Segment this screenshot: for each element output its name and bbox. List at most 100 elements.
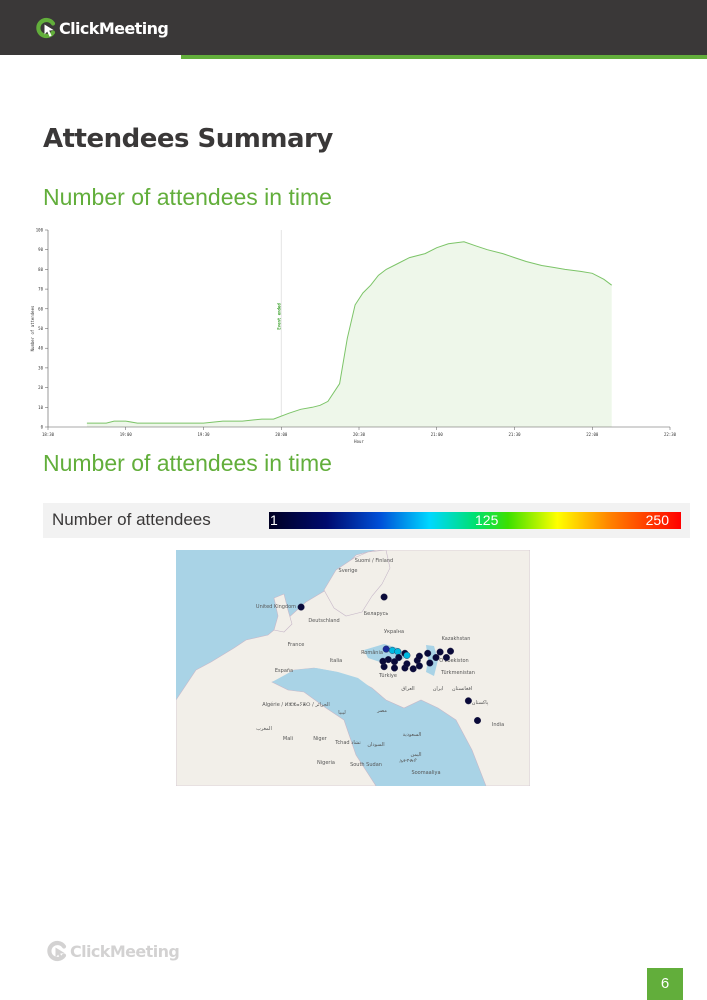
header-bar: ClickMeeting [0,0,707,55]
page-title: Attendees Summary [43,124,333,154]
clickmeeting-logo-icon [36,17,56,39]
x-tick-label: 22:30 [664,432,677,437]
map-country-label: Sverige [339,568,358,574]
footer-logo: ClickMeeting [47,940,180,962]
map-country-label: المغرب [256,726,272,732]
attendee-location-marker[interactable] [447,647,455,655]
map-country-label: España [275,668,293,674]
section-title-timeline: Number of attendees in time [43,184,332,210]
attendee-location-marker[interactable] [464,697,472,705]
map-country-label: السعودية [403,732,422,738]
map-country-label: ایران [433,686,444,692]
map-country-label: Niger [313,736,327,742]
scale-mid-label: 125 [475,512,499,528]
x-tick-label: 21:00 [431,432,444,437]
attendee-location-marker[interactable] [382,645,390,653]
attendee-location-marker[interactable] [390,664,398,672]
y-tick-label: 20 [38,385,43,390]
x-tick-label: 22:00 [586,432,599,437]
y-tick-label: 40 [38,346,43,351]
header-accent-stripe [181,55,707,59]
map-country-label: Tchad تشاد [334,740,361,746]
map-country-label: Deutschland [308,618,339,624]
map-country-label: Nigeria [317,760,335,766]
attendee-location-marker[interactable] [426,659,434,667]
map-mediterranean [272,668,382,700]
color-legend: Number of attendees 1 125 250 [43,503,690,538]
attendee-location-marker[interactable] [390,658,398,666]
map-country-label: France [288,642,305,648]
map-country-label: Беларусь [364,611,389,617]
attendee-location-marker[interactable] [297,603,305,611]
attendee-location-marker[interactable] [409,665,417,673]
chart-axes [45,229,671,430]
map-country-label: Soomaaliya [411,770,440,776]
attendees-line [86,241,613,424]
map-landmass-scandinavia [323,550,391,617]
attendee-location-marker[interactable] [474,716,482,724]
map-country-label: Italia [330,658,342,664]
map-country-label: ኢትዮጵያ [399,758,416,764]
attendee-location-marker[interactable] [403,660,411,668]
map-country-label: پاکستان [472,700,489,706]
map-country-label: العراق [401,686,414,692]
attendee-location-marker[interactable] [436,648,444,656]
x-tick-label: 20:30 [353,432,366,437]
attendee-location-map[interactable]: Sverige Suomi / Finland United Kingdom Deut… [176,550,530,786]
map-country-label: Mali [283,736,293,742]
map-country-label: Algérie / ⵍⵣⵣⴰⵢⴻⵔ / الجزائر [262,701,330,708]
map-landmass-uk [273,593,293,633]
map-country-label: افغانستان [452,686,472,692]
map-canvas: Sverige Suomi / Finland United Kingdom Deut… [176,550,530,786]
y-tick-label: 80 [38,267,43,272]
brand-logo[interactable]: ClickMeeting [36,16,169,40]
y-tick-label: 60 [38,306,43,311]
attendee-location-marker[interactable] [379,657,387,665]
map-country-label: India [492,722,504,728]
map-country-label: السودان [367,742,384,748]
attendee-location-marker[interactable] [415,652,423,660]
color-scale: 1 125 250 [269,512,681,529]
y-tick-label: 100 [36,228,44,233]
clickmeeting-logo-icon [47,940,67,962]
map-labels: Sverige Suomi / Finland United Kingdom Deut… [256,558,504,776]
attendee-location-marker[interactable] [380,593,388,601]
scale-max-label: 250 [645,512,669,528]
y-tick-label: 90 [38,247,43,252]
attendees-area [86,241,612,427]
map-red-sea [376,700,412,752]
attendee-location-marker[interactable] [394,648,402,656]
brand-name: ClickMeeting [59,18,169,38]
y-axis-label: Number of attendees [30,305,35,351]
footer-brand-name: ClickMeeting [70,941,180,961]
y-tick-label: 0 [41,425,44,430]
map-country-label: Україна [384,629,404,635]
y-tick-label: 50 [38,326,43,331]
map-country-label: Oʻzbekiston [439,657,468,664]
map-country-label: Kazakhstan [442,636,471,642]
chart-marks: 0 10 20 30 40 50 60 70 80 90 100 18:30 19:00 19:30 20:… [30,228,677,445]
attendee-location-marker[interactable] [415,662,423,670]
y-tick-label: 30 [38,365,43,370]
attendees-area-chart: 0 10 20 30 40 50 60 70 80 90 100 18:30 19:00 19:30 20:… [30,228,677,445]
section-title-map: Number of attendees in time [43,450,332,476]
attendee-location-marker[interactable] [432,653,440,661]
map-country-label: اليمن [410,752,421,758]
x-tick-label: 21:30 [508,432,521,437]
legend-label: Number of attendees [52,510,211,529]
x-tick-label: 18:30 [42,432,55,437]
attendee-location-marker[interactable] [395,653,403,661]
map-country-label: Suomi / Finland [355,558,393,564]
attendee-location-marker[interactable] [403,651,411,659]
x-tick-label: 19:30 [197,432,210,437]
map-country-label: مصر [376,708,387,714]
map-country-label: South Sudan [350,762,382,768]
page-number: 6 [647,968,683,1000]
y-tick-label: 70 [38,287,43,292]
map-country-label: ليبيا [338,710,346,716]
map-country-label: United Kingdom [256,604,296,610]
attendee-location-marker[interactable] [442,653,450,661]
map-country-label: Türkmenistan [440,670,475,676]
attendee-location-marker[interactable] [424,649,432,657]
y-tick-label: 10 [38,405,43,410]
